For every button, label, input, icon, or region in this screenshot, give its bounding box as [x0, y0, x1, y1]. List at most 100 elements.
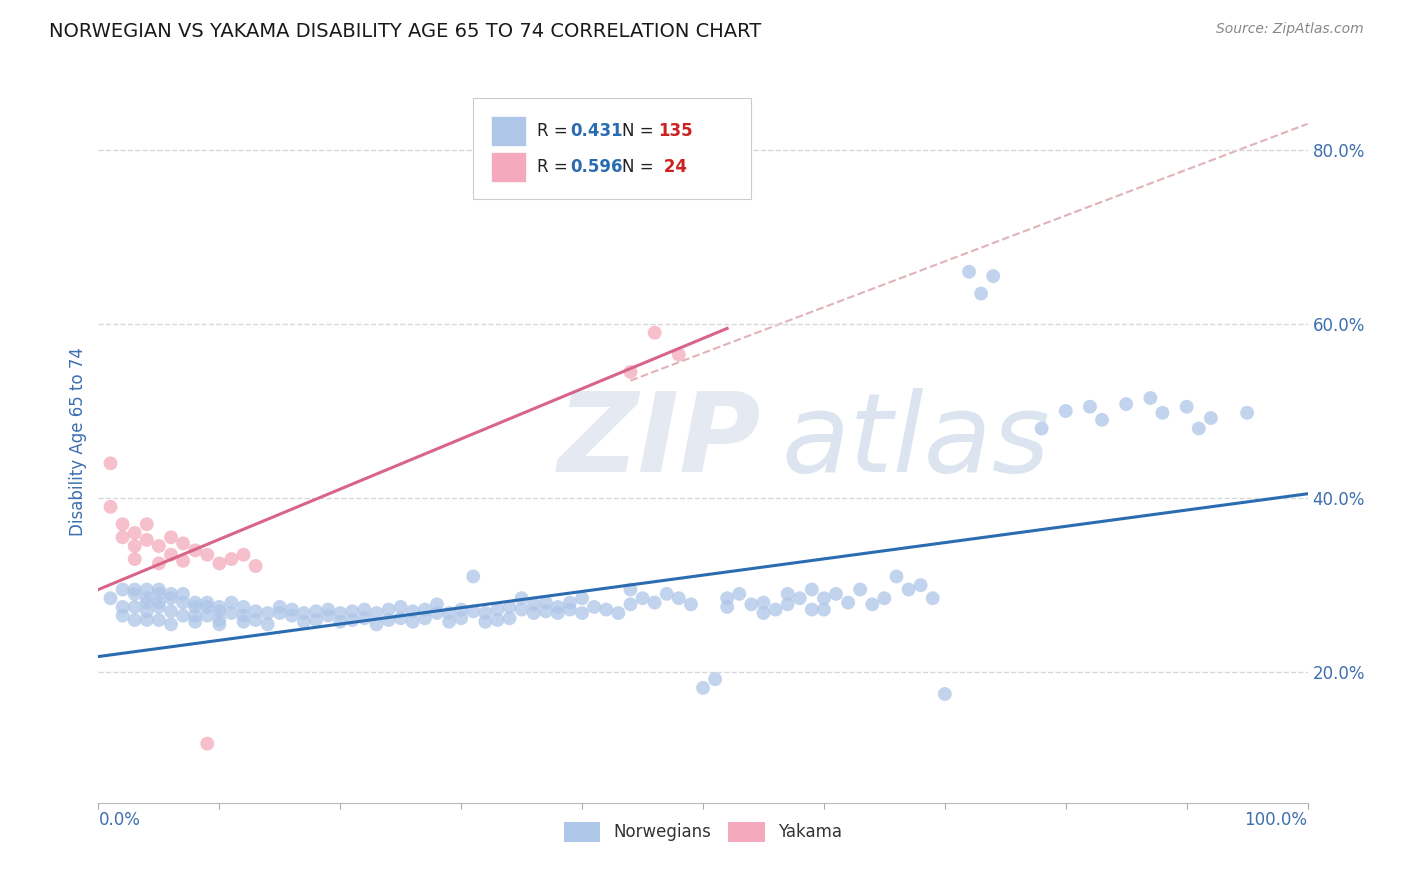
Point — [1175, 400, 1198, 414]
Point — [534, 596, 557, 610]
Point — [486, 602, 509, 616]
Point — [498, 611, 520, 625]
Point — [1236, 406, 1258, 420]
Point — [474, 615, 496, 629]
FancyBboxPatch shape — [492, 116, 526, 146]
Point — [353, 602, 375, 616]
Point — [752, 596, 775, 610]
Text: 0.596: 0.596 — [569, 158, 623, 176]
Point — [644, 326, 666, 340]
Point — [849, 582, 872, 597]
Point — [377, 602, 399, 616]
Point — [184, 615, 207, 629]
Point — [547, 599, 569, 614]
Point — [353, 611, 375, 625]
Point — [329, 606, 352, 620]
Text: NORWEGIAN VS YAKAMA DISABILITY AGE 65 TO 74 CORRELATION CHART: NORWEGIAN VS YAKAMA DISABILITY AGE 65 TO… — [49, 22, 762, 41]
Point — [256, 606, 278, 620]
Point — [498, 599, 520, 614]
Point — [245, 604, 267, 618]
Point — [1199, 411, 1222, 425]
Point — [655, 587, 678, 601]
Text: 135: 135 — [658, 122, 693, 140]
Point — [256, 617, 278, 632]
Point — [571, 606, 593, 620]
Legend: Norwegians, Yakama: Norwegians, Yakama — [557, 815, 849, 848]
Point — [221, 596, 243, 610]
Point — [316, 602, 339, 616]
Point — [172, 596, 194, 610]
Point — [800, 582, 823, 597]
Point — [124, 552, 146, 566]
Text: 0.0%: 0.0% — [98, 811, 141, 829]
Point — [776, 587, 799, 601]
Point — [342, 604, 364, 618]
Point — [789, 591, 811, 606]
Point — [292, 615, 315, 629]
Point — [135, 604, 157, 618]
Point — [148, 596, 170, 610]
Point — [245, 613, 267, 627]
Text: N =: N = — [621, 158, 659, 176]
Point — [450, 602, 472, 616]
Point — [160, 548, 183, 562]
Point — [172, 536, 194, 550]
Point — [208, 604, 231, 618]
Point — [111, 517, 134, 532]
FancyBboxPatch shape — [492, 152, 526, 182]
Point — [135, 596, 157, 610]
Point — [910, 578, 932, 592]
Point — [195, 548, 218, 562]
Point — [463, 604, 485, 618]
Text: ZIP: ZIP — [558, 388, 762, 495]
Text: 0.431: 0.431 — [569, 122, 623, 140]
Point — [195, 608, 218, 623]
Point — [124, 599, 146, 614]
Point — [523, 597, 546, 611]
Point — [463, 569, 485, 583]
Point — [413, 602, 436, 616]
Point — [124, 613, 146, 627]
Point — [148, 587, 170, 601]
Point — [474, 606, 496, 620]
Point — [619, 582, 641, 597]
Point — [558, 602, 581, 616]
Point — [825, 587, 848, 601]
Point — [426, 597, 449, 611]
Point — [221, 552, 243, 566]
Point — [124, 582, 146, 597]
Point — [135, 533, 157, 547]
Point — [160, 587, 183, 601]
Point — [716, 591, 738, 606]
Point — [873, 591, 896, 606]
Point — [208, 557, 231, 571]
Point — [534, 604, 557, 618]
Point — [195, 599, 218, 614]
Point — [692, 681, 714, 695]
Point — [342, 613, 364, 627]
Y-axis label: Disability Age 65 to 74: Disability Age 65 to 74 — [69, 347, 87, 536]
Point — [111, 599, 134, 614]
Point — [208, 613, 231, 627]
Point — [413, 611, 436, 625]
Point — [232, 608, 254, 623]
Point — [1054, 404, 1077, 418]
Point — [245, 559, 267, 574]
Point — [135, 591, 157, 606]
Point — [160, 591, 183, 606]
Point — [510, 591, 533, 606]
Point — [148, 539, 170, 553]
Point — [377, 613, 399, 627]
Point — [558, 596, 581, 610]
Point — [111, 582, 134, 597]
Point — [607, 606, 630, 620]
Point — [752, 606, 775, 620]
Text: atlas: atlas — [782, 388, 1050, 495]
Text: R =: R = — [537, 158, 574, 176]
Point — [160, 617, 183, 632]
Point — [704, 672, 727, 686]
Point — [184, 608, 207, 623]
Point — [172, 587, 194, 601]
Point — [523, 606, 546, 620]
Point — [232, 599, 254, 614]
